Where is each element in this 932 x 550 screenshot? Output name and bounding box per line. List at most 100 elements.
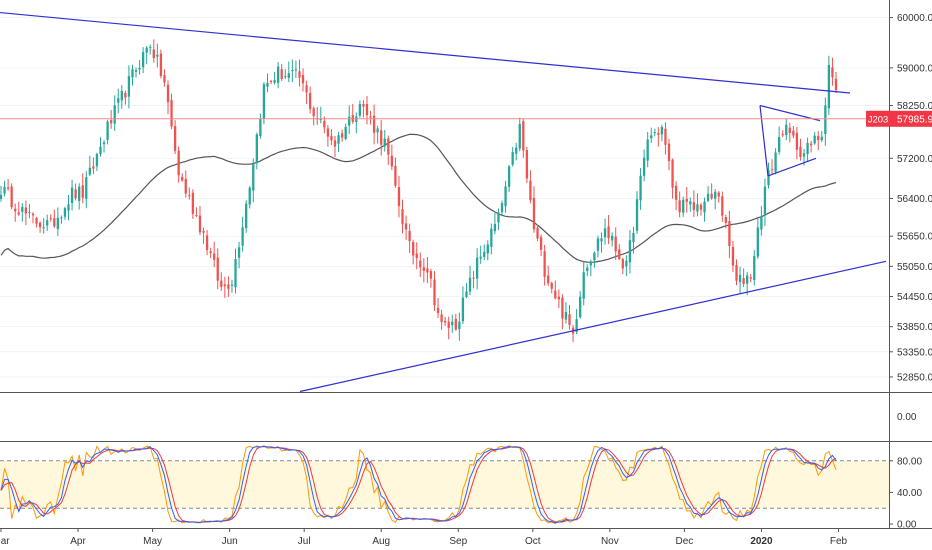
- candle[interactable]: [561, 294, 564, 330]
- candle[interactable]: [305, 80, 308, 105]
- candle[interactable]: [788, 122, 791, 143]
- candle[interactable]: [817, 131, 820, 150]
- candle[interactable]: [266, 73, 269, 93]
- candle[interactable]: [241, 216, 244, 252]
- candle[interactable]: [195, 207, 198, 218]
- candle[interactable]: [276, 61, 280, 89]
- candle[interactable]: [522, 118, 525, 158]
- candle[interactable]: [639, 168, 642, 210]
- candle[interactable]: [824, 97, 827, 146]
- candle[interactable]: [454, 313, 457, 331]
- candle[interactable]: [113, 95, 116, 131]
- candle[interactable]: [70, 179, 74, 211]
- candle[interactable]: [589, 259, 592, 277]
- candle[interactable]: [653, 128, 656, 137]
- candle[interactable]: [337, 131, 340, 152]
- candle[interactable]: [127, 65, 131, 109]
- candle[interactable]: [717, 190, 720, 203]
- candle[interactable]: [319, 106, 322, 124]
- candle[interactable]: [284, 69, 287, 79]
- candle[interactable]: [404, 215, 408, 240]
- candle[interactable]: [184, 170, 187, 198]
- candle[interactable]: [657, 127, 660, 147]
- candle[interactable]: [472, 271, 475, 289]
- candle[interactable]: [245, 200, 248, 233]
- candle[interactable]: [518, 117, 521, 152]
- candle[interactable]: [188, 187, 191, 200]
- candlesticks[interactable]: [0, 39, 838, 342]
- candle[interactable]: [785, 118, 788, 141]
- candle[interactable]: [706, 186, 710, 203]
- candle[interactable]: [777, 126, 781, 155]
- candle[interactable]: [220, 272, 223, 291]
- candle[interactable]: [312, 106, 315, 126]
- candle[interactable]: [504, 180, 507, 213]
- candle[interactable]: [216, 248, 219, 290]
- candle[interactable]: [394, 157, 397, 188]
- candle[interactable]: [156, 43, 159, 68]
- candle[interactable]: [543, 244, 546, 286]
- candle[interactable]: [234, 248, 237, 294]
- candle[interactable]: [124, 90, 127, 105]
- candle[interactable]: [53, 209, 56, 229]
- candle[interactable]: [376, 125, 379, 144]
- candle[interactable]: [532, 186, 536, 233]
- candle[interactable]: [582, 261, 585, 306]
- candle[interactable]: [198, 206, 202, 236]
- candle[interactable]: [74, 183, 77, 201]
- candle[interactable]: [308, 86, 312, 114]
- candle[interactable]: [259, 113, 262, 139]
- candle[interactable]: [223, 276, 227, 298]
- candle[interactable]: [333, 135, 337, 157]
- candle[interactable]: [252, 158, 255, 203]
- candle[interactable]: [163, 69, 166, 87]
- candle[interactable]: [67, 195, 70, 221]
- candle[interactable]: [529, 170, 532, 204]
- candle[interactable]: [600, 232, 603, 253]
- candle[interactable]: [447, 316, 450, 340]
- candle[interactable]: [348, 105, 351, 135]
- candle[interactable]: [298, 59, 301, 87]
- candle[interactable]: [468, 265, 472, 296]
- candle[interactable]: [500, 200, 504, 216]
- candle[interactable]: [46, 214, 49, 231]
- candle[interactable]: [799, 138, 802, 161]
- candle[interactable]: [497, 208, 500, 230]
- candle[interactable]: [106, 119, 109, 145]
- candle[interactable]: [145, 45, 148, 65]
- candle[interactable]: [340, 129, 344, 142]
- candle[interactable]: [475, 248, 479, 290]
- candle[interactable]: [625, 255, 628, 277]
- candle[interactable]: [610, 232, 614, 247]
- candle[interactable]: [173, 120, 177, 155]
- candle[interactable]: [316, 106, 319, 126]
- candle[interactable]: [635, 191, 639, 234]
- candle[interactable]: [692, 190, 696, 217]
- candle[interactable]: [426, 257, 429, 284]
- candle[interactable]: [753, 250, 756, 286]
- candle[interactable]: [603, 218, 607, 245]
- candle[interactable]: [678, 191, 681, 218]
- candle[interactable]: [436, 298, 440, 318]
- candle[interactable]: [820, 130, 823, 143]
- candle[interactable]: [831, 57, 834, 86]
- candle[interactable]: [586, 264, 589, 277]
- candle[interactable]: [149, 44, 152, 55]
- candle[interactable]: [390, 144, 394, 171]
- candle[interactable]: [760, 206, 763, 236]
- candle[interactable]: [795, 126, 799, 160]
- candle[interactable]: [483, 244, 486, 261]
- candle[interactable]: [632, 226, 635, 254]
- candle[interactable]: [49, 214, 52, 222]
- candle[interactable]: [621, 257, 624, 275]
- candle[interactable]: [380, 119, 383, 156]
- candle[interactable]: [650, 127, 653, 143]
- time-axis[interactable]: Mar Apr May Jun Jul Aug Sep Oct Nov Dec 2020 Feb: [0, 528, 848, 547]
- candle[interactable]: [21, 203, 24, 222]
- candle[interactable]: [412, 239, 415, 265]
- candle[interactable]: [731, 240, 735, 272]
- candle[interactable]: [568, 305, 571, 330]
- candle[interactable]: [170, 93, 173, 130]
- candle[interactable]: [525, 146, 529, 184]
- candle[interactable]: [262, 82, 266, 125]
